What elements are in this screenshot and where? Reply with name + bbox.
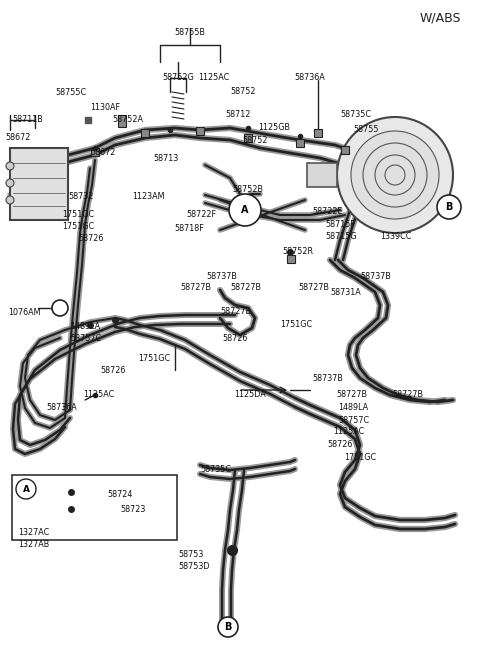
Text: 58726: 58726 — [327, 440, 352, 449]
Circle shape — [16, 479, 36, 499]
Bar — [141, 129, 149, 137]
Text: A: A — [23, 485, 29, 493]
Circle shape — [52, 300, 68, 316]
Text: 58726: 58726 — [100, 366, 125, 375]
Text: 58752G: 58752G — [162, 73, 194, 82]
Text: B: B — [445, 202, 453, 212]
Bar — [10, 148, 68, 220]
Text: 1125GB: 1125GB — [258, 123, 290, 132]
Text: 58755B: 58755B — [175, 28, 205, 37]
Text: 58722E: 58722E — [312, 207, 343, 216]
Text: 58737B: 58737B — [206, 272, 237, 281]
Text: 58757C: 58757C — [70, 334, 101, 343]
Text: 58731A: 58731A — [330, 288, 361, 297]
Text: 58712: 58712 — [225, 110, 251, 119]
Circle shape — [229, 194, 261, 226]
Bar — [91, 148, 99, 156]
Text: 58737B: 58737B — [312, 374, 343, 383]
Text: 58727B: 58727B — [180, 283, 211, 292]
Text: 58727B: 58727B — [392, 390, 423, 399]
Text: 58732: 58732 — [68, 192, 94, 201]
Text: A: A — [241, 205, 249, 215]
Circle shape — [6, 162, 14, 170]
Text: 1125AC: 1125AC — [333, 427, 364, 436]
Text: 1327AC: 1327AC — [18, 528, 49, 537]
Text: 58718F: 58718F — [174, 224, 204, 233]
Text: 1751GC: 1751GC — [62, 222, 94, 231]
Text: 1489LA: 1489LA — [70, 322, 100, 331]
Text: 58724: 58724 — [107, 490, 132, 499]
Text: 58722F: 58722F — [186, 210, 216, 219]
Text: 58735C: 58735C — [340, 110, 371, 119]
Text: 1339CC: 1339CC — [380, 232, 411, 241]
Text: 1751GC: 1751GC — [280, 320, 312, 329]
Text: 1125AC: 1125AC — [198, 73, 229, 82]
Text: 58727B: 58727B — [230, 283, 261, 292]
Circle shape — [218, 617, 238, 637]
Bar — [287, 255, 295, 263]
Text: W/ABS: W/ABS — [419, 12, 461, 24]
Text: 58711B: 58711B — [12, 115, 43, 124]
Text: 58727B: 58727B — [220, 307, 251, 316]
Text: 58757C: 58757C — [338, 416, 369, 425]
Circle shape — [337, 117, 453, 233]
Bar — [118, 115, 126, 127]
Text: 58737B: 58737B — [360, 272, 391, 281]
Text: 58727B: 58727B — [298, 283, 329, 292]
Bar — [12, 475, 177, 540]
Text: 58727B: 58727B — [336, 390, 367, 399]
Text: 58752A: 58752A — [112, 115, 143, 124]
Text: 58713: 58713 — [153, 154, 178, 163]
Text: 58672: 58672 — [5, 133, 30, 142]
Text: 1076AM: 1076AM — [8, 308, 40, 317]
Text: 1130AF: 1130AF — [90, 103, 120, 112]
Bar — [314, 129, 322, 137]
Text: 1751GC: 1751GC — [62, 210, 94, 219]
Circle shape — [6, 179, 14, 187]
Bar — [307, 163, 337, 187]
Circle shape — [375, 155, 415, 195]
Text: 58735C: 58735C — [200, 465, 231, 474]
Text: 1751GC: 1751GC — [138, 354, 170, 363]
Text: 58752: 58752 — [242, 136, 267, 145]
Circle shape — [6, 196, 14, 204]
Text: 58736A: 58736A — [46, 403, 77, 412]
Text: 1751GC: 1751GC — [344, 453, 376, 462]
Text: 1125DA: 1125DA — [234, 390, 266, 399]
Text: B: B — [224, 622, 232, 632]
Text: 58715G: 58715G — [325, 232, 357, 241]
Text: 1489LA: 1489LA — [338, 403, 368, 412]
Text: 58715F: 58715F — [325, 220, 355, 229]
Bar — [341, 146, 349, 154]
Bar — [244, 134, 252, 142]
Circle shape — [351, 131, 439, 219]
Circle shape — [363, 143, 427, 207]
Text: 58755C: 58755C — [55, 88, 86, 97]
Text: 1327AB: 1327AB — [18, 540, 49, 549]
Text: 58753: 58753 — [178, 550, 204, 559]
Bar — [296, 139, 304, 147]
Text: 58726: 58726 — [78, 234, 103, 243]
Text: 58755: 58755 — [353, 125, 379, 134]
Bar — [196, 127, 204, 135]
Text: 58736A: 58736A — [294, 73, 325, 82]
Text: 58726: 58726 — [222, 334, 247, 343]
Text: 58723: 58723 — [120, 505, 145, 514]
Text: 58752: 58752 — [230, 87, 255, 96]
Circle shape — [437, 195, 461, 219]
Text: 58752B: 58752B — [232, 185, 263, 194]
Text: 58672: 58672 — [90, 148, 115, 157]
Text: 1125AC: 1125AC — [83, 390, 114, 399]
Text: 58752R: 58752R — [282, 247, 313, 256]
Text: 1123AM: 1123AM — [132, 192, 165, 201]
Text: 58753D: 58753D — [178, 562, 209, 571]
Circle shape — [385, 165, 405, 185]
